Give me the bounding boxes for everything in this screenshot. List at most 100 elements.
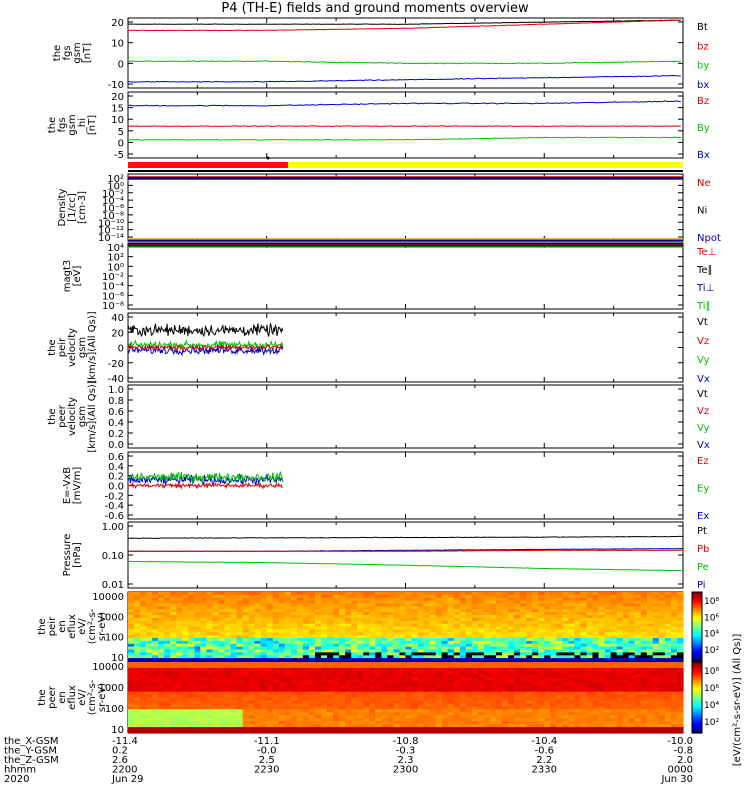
- spec-cell: [176, 676, 183, 681]
- spec-cell: [417, 615, 425, 619]
- spec-cell: [345, 697, 352, 702]
- spec-cell: [532, 626, 539, 630]
- spec-cell: [254, 709, 262, 713]
- spec-cell: [634, 626, 642, 630]
- spec-cell: [363, 649, 370, 653]
- spec-cell: [194, 646, 201, 651]
- spec-cell: [200, 592, 207, 596]
- spec-cell: [218, 670, 226, 675]
- spec-cell: [278, 655, 286, 659]
- spec-cell: [471, 617, 479, 622]
- spec-cell: [327, 623, 334, 628]
- spec-cell: [399, 649, 407, 653]
- spec-cell: [315, 635, 322, 639]
- spec-cell: [242, 649, 250, 653]
- spec-cell: [393, 694, 400, 699]
- spec-cell: [459, 594, 467, 599]
- spec-cell: [158, 718, 165, 722]
- spec-cell: [375, 712, 382, 716]
- spec-cell: [562, 700, 569, 705]
- spec-cell: [200, 662, 207, 666]
- spec-cell: [176, 646, 183, 651]
- spec-cell: [158, 682, 165, 687]
- spec-cell: [429, 730, 437, 734]
- spec-cell: [315, 688, 322, 693]
- spec-cell: [496, 649, 503, 653]
- spec-cell: [640, 665, 648, 669]
- colorbar-frame: [691, 661, 703, 734]
- spec-cell: [670, 606, 678, 610]
- spec-cell: [598, 649, 606, 653]
- spec-cell: [411, 617, 419, 622]
- spec-cell: [399, 592, 407, 596]
- spec-cell: [128, 685, 135, 690]
- spec-cell: [321, 592, 328, 596]
- spec-cell: [459, 721, 467, 725]
- spec-cell: [152, 617, 159, 622]
- spec-cell: [266, 727, 274, 731]
- spec-cell: [321, 715, 328, 719]
- spec-cell: [574, 649, 581, 653]
- spec-cell: [604, 646, 612, 651]
- spec-cell: [176, 718, 183, 722]
- spec-cell: [375, 715, 382, 719]
- spec-cell: [447, 629, 455, 633]
- spec-cell: [520, 620, 527, 625]
- spec-cell: [188, 676, 195, 681]
- spec-cell: [399, 620, 407, 625]
- spec-cell: [598, 655, 606, 659]
- spec-cell: [296, 612, 304, 616]
- spec-cell: [592, 600, 600, 605]
- spec-cell: [502, 609, 509, 613]
- spec-cell: [417, 676, 425, 681]
- spec-cell: [339, 691, 346, 696]
- spec-cell: [658, 694, 666, 699]
- spec-cell: [544, 673, 551, 678]
- spec-cell: [634, 721, 642, 725]
- spec-cell: [435, 667, 443, 672]
- spec-cell: [580, 635, 587, 639]
- spec-cell: [550, 700, 557, 705]
- y-axis-label: the peir velocity gsm [km/s](All Qs)]: [47, 311, 98, 383]
- spec-cell: [520, 665, 527, 669]
- spec-cell: [381, 649, 388, 653]
- spec-cell: [405, 658, 413, 662]
- spec-cell: [580, 646, 587, 651]
- spec-cell: [339, 632, 346, 636]
- spec-cell: [526, 679, 533, 684]
- spec-cell: [586, 592, 594, 596]
- spec-cell: [206, 643, 213, 648]
- spec-cell: [278, 629, 286, 633]
- spec-cell: [411, 727, 419, 731]
- spec-cell: [592, 640, 600, 645]
- spec-cell: [188, 709, 195, 713]
- spec-cell: [218, 730, 226, 734]
- spec-cell: [544, 727, 551, 731]
- spec-cell: [459, 635, 467, 639]
- spec-cell: [200, 712, 207, 716]
- spec-cell: [471, 655, 479, 659]
- spec-cell: [574, 640, 581, 645]
- spec-cell: [363, 603, 370, 607]
- spec-cell: [278, 665, 286, 669]
- spec-cell: [230, 592, 238, 596]
- spec-cell: [634, 629, 642, 633]
- spec-cell: [242, 718, 250, 722]
- spec-cell: [658, 626, 666, 630]
- spec-cell: [182, 632, 189, 636]
- spec-cell: [339, 709, 346, 713]
- spec-cell: [556, 700, 563, 705]
- spec-cell: [538, 632, 545, 636]
- spec-cell: [345, 629, 352, 633]
- spec-cell: [441, 700, 449, 705]
- spec-cell: [266, 638, 274, 642]
- spec-cell: [206, 730, 213, 734]
- spec-cell: [477, 643, 485, 648]
- spec-cell: [369, 679, 376, 684]
- spec-cell: [290, 712, 298, 716]
- spec-cell: [477, 667, 485, 672]
- spec-cell: [176, 700, 183, 705]
- spec-cell: [604, 700, 612, 705]
- spec-cell: [477, 655, 485, 659]
